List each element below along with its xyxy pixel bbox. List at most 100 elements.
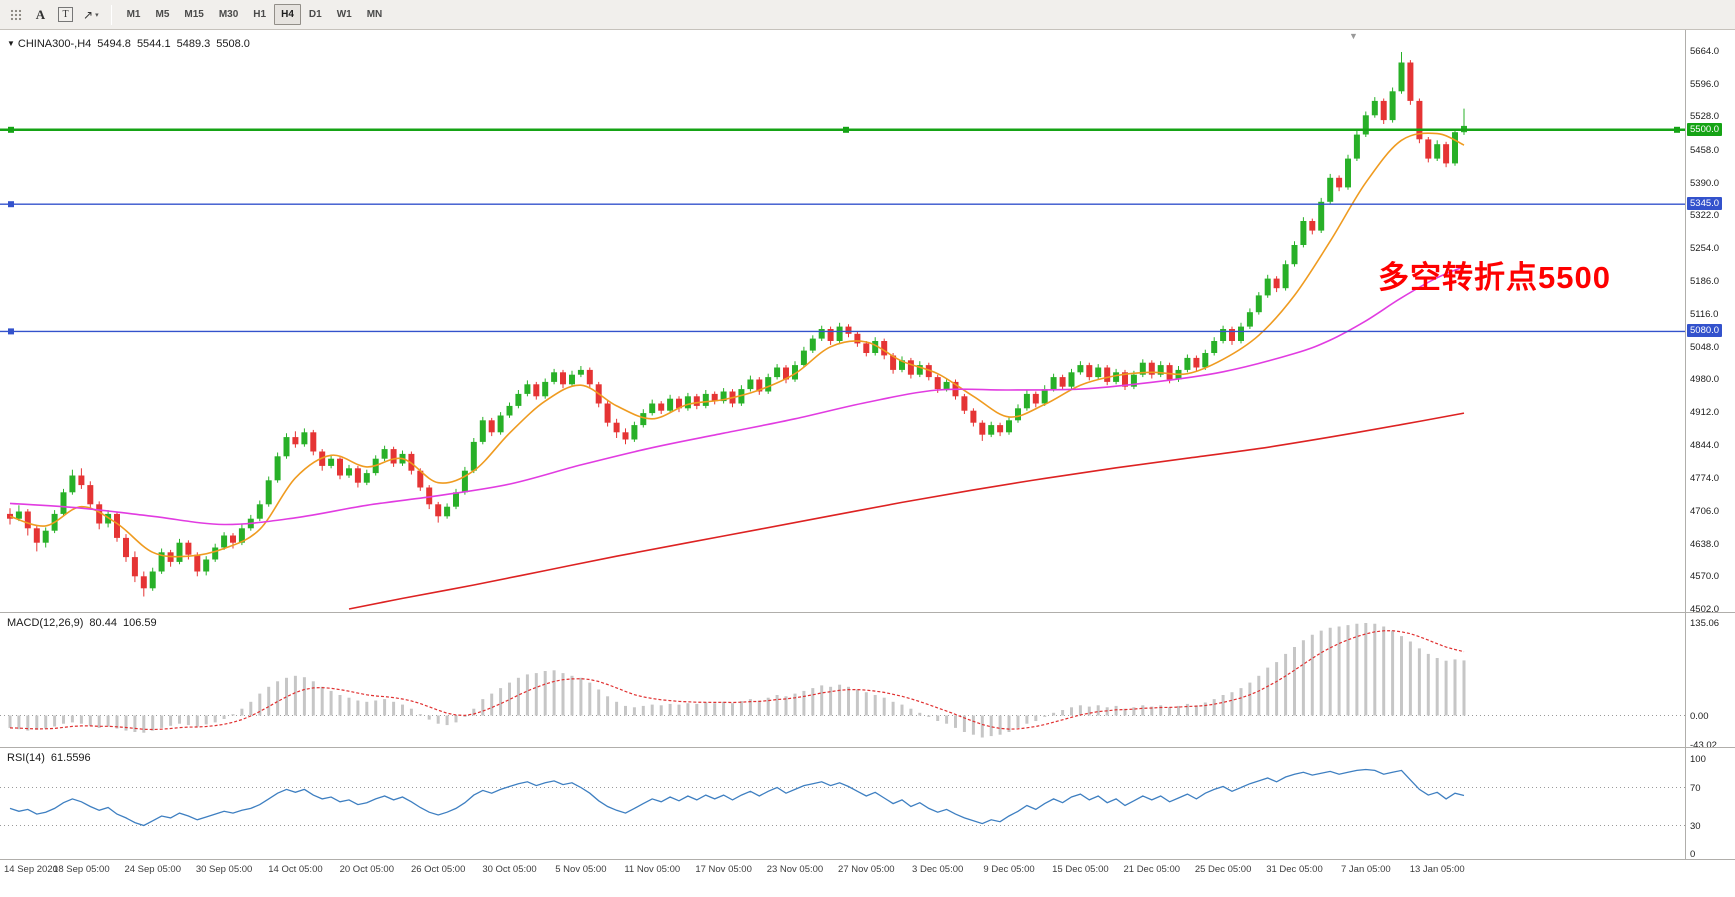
- macd-label: MACD(12,26,9): [7, 617, 84, 629]
- macd-main-value: 80.44: [89, 617, 117, 629]
- text-tool-button[interactable]: A: [29, 4, 52, 26]
- close-value: 5508.0: [216, 38, 250, 50]
- time-axis-label: 13 Jan 05:00: [1409, 864, 1465, 875]
- price-tick-label: 4706.0: [1690, 506, 1720, 518]
- macd-panel[interactable]: MACD(12,26,9) 80.44 106.59: [0, 613, 1685, 747]
- time-axis-label: 30 Oct 05:00: [482, 864, 537, 875]
- price-tick-label: 4980.0: [1690, 374, 1720, 386]
- timeframe-button-mn[interactable]: MN: [360, 4, 390, 25]
- main-chart-panel[interactable]: ▼ CHINA300-,H4 5494.8 5544.1 5489.3 5508.0 ▼ …: [0, 30, 1685, 612]
- ma-slow-line: [348, 412, 1465, 610]
- time-axis-label: 9 Dec 05:00: [983, 864, 1035, 875]
- macd-tick-label: -43.02: [1690, 740, 1717, 747]
- rsi-value: 61.5596: [50, 752, 91, 764]
- toolbar-grip-icon: [9, 8, 22, 21]
- chart-symbol-label: CHINA300-,H4: [17, 38, 92, 50]
- arrows-tool-button[interactable]: ↗ ▾: [79, 4, 103, 26]
- time-axis-label: 11 Nov 05:00: [624, 864, 681, 875]
- price-tick-label: 5322.0: [1690, 210, 1720, 222]
- price-tick-label: 5664.0: [1690, 46, 1720, 57]
- time-axis-label: 14 Sep 2020: [4, 864, 58, 875]
- text-label-tool-button[interactable]: T: [54, 4, 77, 26]
- time-axis-label: 15 Dec 05:00: [1052, 864, 1109, 875]
- price-tick-label: 5596.0: [1690, 78, 1720, 90]
- chart-ohlc-header: ▼ CHINA300-,H4 5494.8 5544.1 5489.3 5508.0: [7, 38, 250, 50]
- time-axis-label: 24 Sep 05:00: [124, 864, 181, 875]
- time-axis-label: 26 Oct 05:00: [410, 864, 466, 875]
- timeframe-button-h1[interactable]: H1: [246, 4, 273, 25]
- candlestick-chart[interactable]: [0, 30, 1685, 612]
- line-handle-right[interactable]: [1674, 126, 1680, 133]
- rsi-tick-label: 100: [1690, 754, 1706, 765]
- toolbar-grip[interactable]: [4, 4, 27, 26]
- price-tick-label: 5186.0: [1690, 275, 1720, 287]
- price-tick-label: 5458.0: [1690, 144, 1720, 156]
- macd-tick-label: 135.06: [1690, 618, 1720, 629]
- macd-signal-value: 106.59: [122, 617, 157, 629]
- timeframe-button-m1[interactable]: M1: [120, 4, 148, 25]
- price-tag-5080: 5080.0: [1687, 324, 1723, 338]
- price-tick-label: 4502.0: [1690, 604, 1720, 612]
- macd-histogram: [8, 623, 1466, 738]
- price-axis[interactable]: 5664.0 5596.0 5528.0 5458.0 5390.0 5322.0 5254…: [1685, 30, 1735, 612]
- rsi-axis[interactable]: 100 70 30 0: [1685, 748, 1735, 859]
- time-axis-label: 3 Dec 05:00: [912, 864, 964, 875]
- rsi-label: RSI(14): [7, 752, 45, 764]
- timeframe-button-m5[interactable]: M5: [148, 4, 176, 25]
- macd-header: MACD(12,26,9) 80.44 106.59: [7, 617, 157, 629]
- chevron-down-icon: ▾: [95, 11, 99, 19]
- timeframe-button-h4[interactable]: H4: [274, 4, 301, 25]
- symbol-dropdown-icon[interactable]: ▼: [7, 39, 15, 48]
- rsi-chart[interactable]: [0, 748, 1685, 859]
- time-axis-label: 18 Sep 05:00: [53, 864, 110, 875]
- line-handle-center[interactable]: [843, 126, 849, 133]
- arrow-tool-icon: ↗: [83, 7, 94, 22]
- line-handle-left[interactable]: [8, 126, 14, 133]
- rsi-tick-label: 0: [1690, 849, 1696, 859]
- text-label-tool-icon: T: [58, 7, 73, 22]
- time-axis-label: 17 Nov 05:00: [695, 864, 752, 875]
- time-axis-label: 20 Oct 05:00: [339, 864, 394, 875]
- time-axis-border: [0, 859, 1735, 860]
- time-axis-label: 27 Nov 05:00: [838, 864, 895, 875]
- chart-annotation-text[interactable]: 多空转折点5500: [1378, 260, 1611, 295]
- rsi-tick-label: 70: [1690, 782, 1701, 794]
- rsi-tick-label: 30: [1690, 820, 1701, 832]
- line-handle-left[interactable]: [8, 328, 14, 335]
- rsi-panel[interactable]: RSI(14) 61.5596: [0, 748, 1685, 859]
- toolbar: A T ↗ ▾ M1 M5 M15 M30 H1 H4 D1 W1 MN: [0, 0, 1735, 30]
- panel-separator[interactable]: [0, 612, 1735, 613]
- macd-axis[interactable]: 135.06 0.00 -43.02: [1685, 613, 1735, 747]
- timeframe-button-d1[interactable]: D1: [302, 4, 329, 25]
- price-tick-label: 4638.0: [1690, 538, 1720, 550]
- ma-fast-line: [9, 132, 1465, 558]
- open-value: 5494.8: [97, 38, 131, 50]
- time-axis-label: 5 Nov 05:00: [555, 864, 607, 875]
- price-tick-label: 4774.0: [1690, 473, 1720, 485]
- timeframe-button-w1[interactable]: W1: [330, 4, 359, 25]
- ma-mid-line: [9, 265, 1465, 526]
- text-tool-icon: A: [35, 7, 46, 22]
- timeframe-button-m30[interactable]: M30: [212, 4, 245, 25]
- time-axis-label: 25 Dec 05:00: [1194, 864, 1252, 875]
- timeframe-button-m15[interactable]: M15: [177, 4, 210, 25]
- candles-series[interactable]: [7, 52, 1467, 597]
- line-handle-left[interactable]: [8, 201, 14, 208]
- macd-signal-line: [9, 630, 1465, 731]
- rsi-line: [9, 768, 1465, 827]
- price-tag-5500: 5500.0: [1687, 122, 1723, 136]
- timeframe-group: M1 M5 M15 M30 H1 H4 D1 W1 MN: [120, 4, 390, 25]
- rsi-header: RSI(14) 61.5596: [7, 752, 91, 764]
- time-axis-label: 21 Dec 05:00: [1123, 864, 1181, 875]
- price-tick-label: 4570.0: [1690, 571, 1720, 583]
- time-axis[interactable]: 14 Sep 2020 18 Sep 05:00 24 Sep 05:00 30 Se…: [0, 860, 1735, 897]
- time-axis-label: 23 Nov 05:00: [766, 864, 824, 875]
- chart-shift-marker-icon[interactable]: ▼: [1349, 31, 1358, 41]
- price-tick-label: 5254.0: [1690, 242, 1720, 254]
- macd-chart[interactable]: [0, 613, 1685, 747]
- panel-separator[interactable]: [0, 747, 1735, 748]
- toolbar-separator: [110, 4, 112, 25]
- time-axis-label: 31 Dec 05:00: [1266, 864, 1323, 875]
- time-axis-label: 30 Sep 05:00: [195, 864, 253, 875]
